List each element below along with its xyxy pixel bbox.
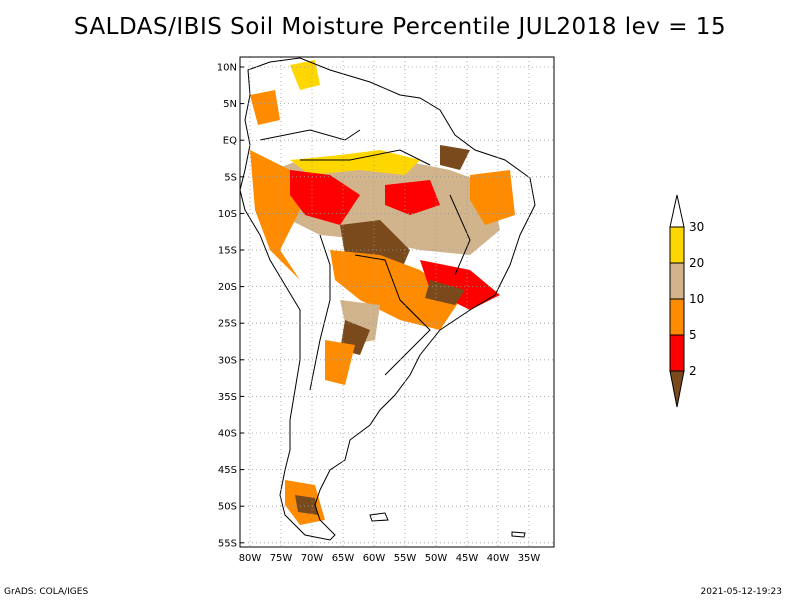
longitude-labels: 80W 75W 70W 65W 60W 55W 50W 45W 40W 35W: [239, 553, 541, 564]
field-brown-southeast: [425, 280, 465, 305]
colorbar-bottom-arrow: [669, 370, 685, 408]
colorbar-label: 20: [689, 256, 704, 270]
field-orange-south: [330, 250, 460, 330]
country-border-4: [384, 299, 431, 376]
field-brown-northeast: [440, 145, 470, 170]
field-red-central: [290, 170, 360, 225]
lat-label: 30S: [218, 355, 237, 366]
colorbar: 2 5 10 20 30: [669, 194, 704, 408]
lat-label: EQ: [223, 136, 237, 147]
lon-label: 80W: [239, 553, 262, 564]
field-patagonia-brown: [295, 495, 318, 515]
field-north-coast: [290, 60, 320, 90]
lat-label: 10S: [218, 209, 237, 220]
lon-label: 65W: [332, 553, 355, 564]
island-east: [511, 531, 526, 538]
country-border-1: [300, 149, 431, 166]
field-red-southeast: [420, 260, 500, 310]
field-north-orange: [250, 90, 280, 125]
colorbar-labels: 2 5 10 20 30: [689, 220, 704, 378]
falklands: [369, 512, 389, 522]
field-orange-arg: [325, 340, 355, 385]
colorbar-label: 30: [689, 220, 704, 234]
country-border-5: [259, 129, 361, 141]
coastlines: [239, 57, 536, 541]
lat-label: 10N: [217, 63, 237, 74]
lon-label: 35W: [518, 553, 541, 564]
lon-label: 60W: [363, 553, 386, 564]
colorbar-seg-30: [669, 226, 685, 264]
country-border-2: [309, 234, 331, 391]
lat-label: 55S: [218, 538, 237, 549]
field-orange-west: [250, 150, 300, 280]
south-america-outline: [239, 57, 536, 541]
field-yellow-north: [290, 150, 420, 175]
colorbar-top-arrow: [669, 194, 685, 228]
footer-timestamp: 2021-05-12-19:23: [700, 587, 783, 597]
colorbar-label: 2: [689, 364, 697, 378]
latitude-labels: 10N 5N EQ 5S 10S 15S 20S 25S 30S 35S 40S 45S 50S 55S: [217, 63, 244, 549]
lat-label: 50S: [218, 502, 237, 513]
lon-label: 50W: [425, 553, 448, 564]
lon-label: 45W: [456, 553, 479, 564]
lat-label: 5S: [224, 172, 237, 183]
lon-label: 70W: [301, 553, 324, 564]
field-red-east: [385, 180, 440, 215]
map-area: [239, 56, 555, 548]
lat-label: 15S: [218, 246, 237, 257]
lat-label: 25S: [218, 319, 237, 330]
colorbar-seg-5: [669, 334, 685, 372]
country-border-6: [449, 194, 471, 276]
lon-label: 75W: [270, 553, 293, 564]
map-frame: [239, 56, 555, 548]
lat-label: 40S: [218, 429, 237, 440]
lon-label: 40W: [487, 553, 510, 564]
colorbar-seg-20: [669, 262, 685, 300]
colorbar-seg-10: [669, 298, 685, 336]
field-orange-northeast: [470, 170, 515, 225]
map-title: SALDAS/IBIS Soil Moisture Percentile JUL…: [73, 14, 727, 40]
colorbar-label: 5: [689, 328, 697, 342]
lat-label: 35S: [218, 392, 237, 403]
lat-label: 20S: [218, 282, 237, 293]
lat-label: 45S: [218, 465, 237, 476]
lon-label: 55W: [394, 553, 417, 564]
lat-label: 5N: [223, 99, 237, 110]
soil-moisture-field: [250, 60, 515, 525]
grid-lines: [240, 57, 554, 547]
colorbar-label: 10: [689, 292, 704, 306]
footer-credit: GrADS: COLA/IGES: [4, 587, 89, 597]
